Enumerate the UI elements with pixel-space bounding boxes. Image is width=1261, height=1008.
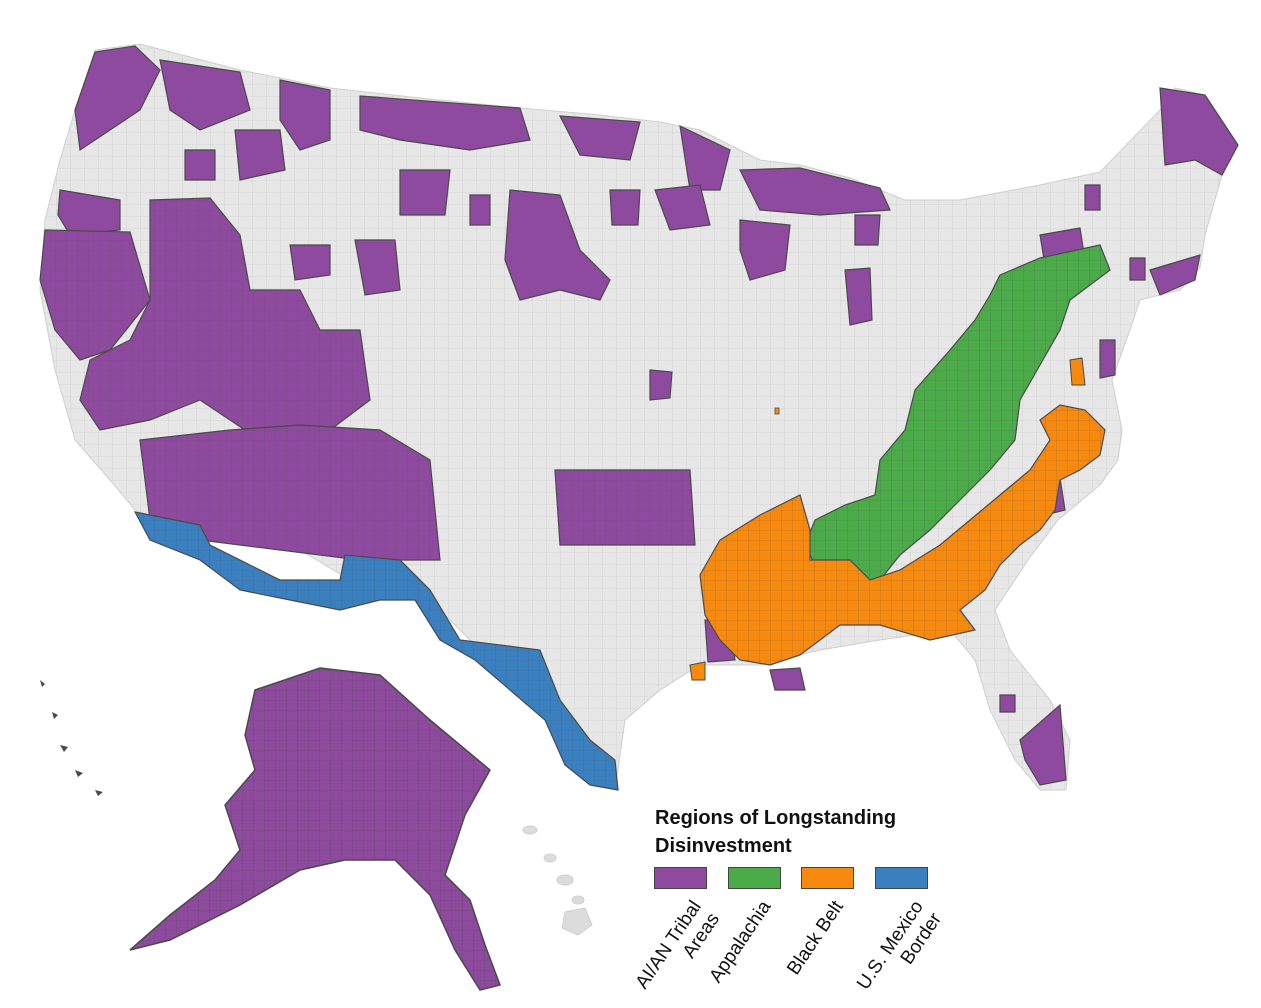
legend-swatch-black-belt <box>801 867 854 889</box>
legend-title-line2: Disinvestment <box>655 835 792 857</box>
legend-swatch-ai-an <box>654 867 707 889</box>
hawaii <box>522 825 593 936</box>
legend-swatch-appalachia <box>728 867 781 889</box>
region-black-belt <box>689 357 1106 681</box>
ai-an-county-lines <box>40 198 695 560</box>
legend-swatch-us-mexico-border <box>875 867 928 889</box>
legend-title: Regions of Longstanding Disinvestment <box>655 804 955 860</box>
alaska <box>40 667 501 991</box>
legend-title-line1: Regions of Longstanding <box>655 807 897 829</box>
region-us-mexico-border <box>133 511 619 791</box>
